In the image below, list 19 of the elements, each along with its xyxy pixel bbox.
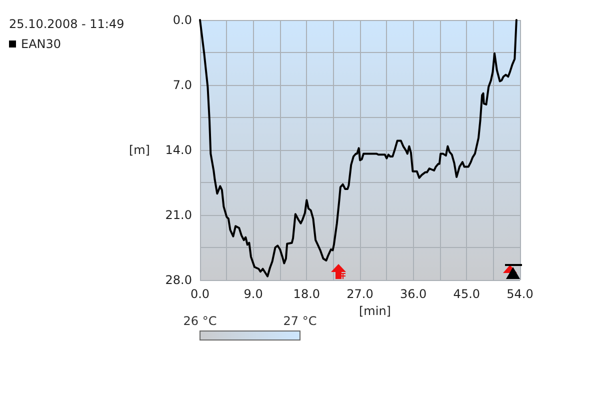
color-bar-label: 27 °C	[283, 314, 317, 328]
legend-label: EAN30	[21, 37, 62, 51]
x-tick-label: 54.0	[506, 287, 534, 301]
x-tick-label: 18.0	[293, 287, 320, 301]
x-axis-title: [min]	[359, 304, 391, 318]
x-tick-label: 27.0	[346, 287, 374, 301]
x-tick-label: 0.0	[190, 287, 210, 301]
text: 25.10.2008 - 11:49	[9, 17, 124, 31]
y-tick-label: 28.0	[165, 273, 192, 287]
x-tick-label: 36.0	[400, 287, 427, 301]
x-tick-label: 9.0	[244, 287, 263, 301]
y-tick-label: 21.0	[165, 208, 192, 222]
color-bar-label: 26 °C	[183, 314, 217, 328]
y-tick-label: 0.0	[172, 13, 192, 27]
y-tick-label: 14.0	[165, 143, 192, 157]
y-axis-title: [m]	[128, 143, 150, 157]
y-tick-label: 7.0	[172, 78, 192, 92]
x-tick-label: 45.0	[453, 287, 480, 301]
line-series	[199, 19, 518, 278]
